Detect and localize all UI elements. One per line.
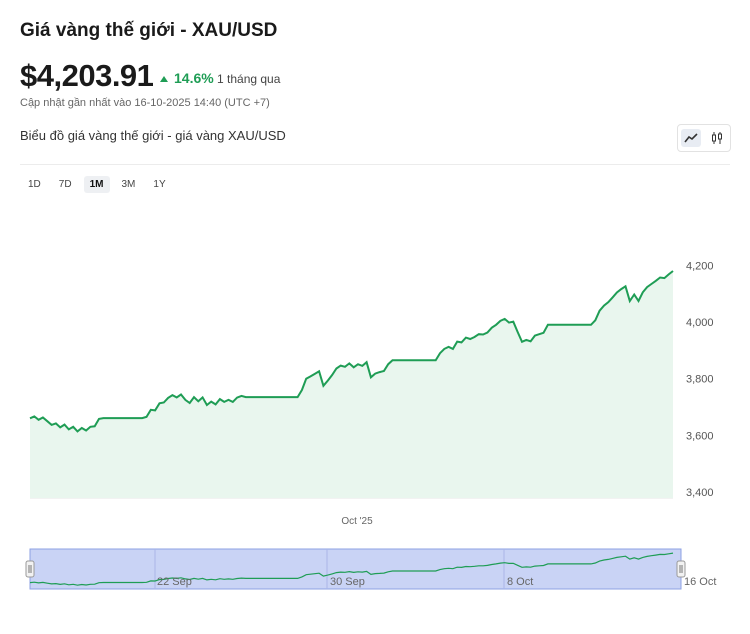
y-tick-label: 4,000 [686, 317, 714, 329]
range-selector: 1D 7D 1M 3M 1Y [22, 176, 172, 193]
price-change-percent: 14.6% [174, 70, 214, 86]
y-tick-label: 4,200 [686, 260, 714, 272]
divider [20, 164, 730, 165]
change-period: 1 tháng qua [217, 72, 281, 86]
page-title: Giá vàng thế giới - XAU/USD [20, 20, 278, 41]
range-1m[interactable]: 1M [83, 176, 110, 193]
navigator-series-line [29, 552, 674, 586]
chart-view-toggle [677, 124, 731, 152]
range-1d[interactable]: 1D [28, 179, 41, 190]
price-line [29, 270, 674, 433]
line-chart-icon [684, 133, 698, 143]
range-7d[interactable]: 7D [58, 179, 72, 190]
line-chart-button[interactable] [681, 129, 701, 147]
range-3m[interactable]: 3M [121, 179, 136, 190]
x-tick-label: Oct '25 [341, 516, 373, 527]
up-arrow-icon [160, 76, 168, 82]
y-tick-label: 3,600 [686, 430, 714, 442]
range-1y[interactable]: 1Y [153, 179, 166, 190]
candlestick-button[interactable] [707, 129, 727, 147]
price-change: 14.6% [160, 70, 214, 86]
navigator-label: 22 Sep [157, 576, 192, 588]
navigator-left-handle[interactable] [25, 560, 35, 578]
price-area [30, 271, 673, 498]
navigator-right-handle[interactable] [676, 560, 686, 578]
y-tick-label: 3,800 [686, 374, 714, 386]
navigator[interactable]: 22 Sep 30 Sep 8 Oct 16 Oct [25, 548, 716, 590]
navigator-label: 30 Sep [330, 576, 365, 588]
navigator-label: 8 Oct [507, 576, 533, 588]
y-tick-label: 3,400 [686, 487, 714, 499]
chart-subtitle: Biểu đồ giá vàng thế giới - giá vàng XAU… [20, 128, 286, 143]
current-price: $4,203.91 [20, 58, 154, 93]
last-updated: Cập nhật gần nhất vào 16-10-2025 14:40 (… [20, 97, 270, 109]
candlestick-icon [712, 132, 722, 144]
navigator-label: 16 Oct [684, 576, 716, 588]
